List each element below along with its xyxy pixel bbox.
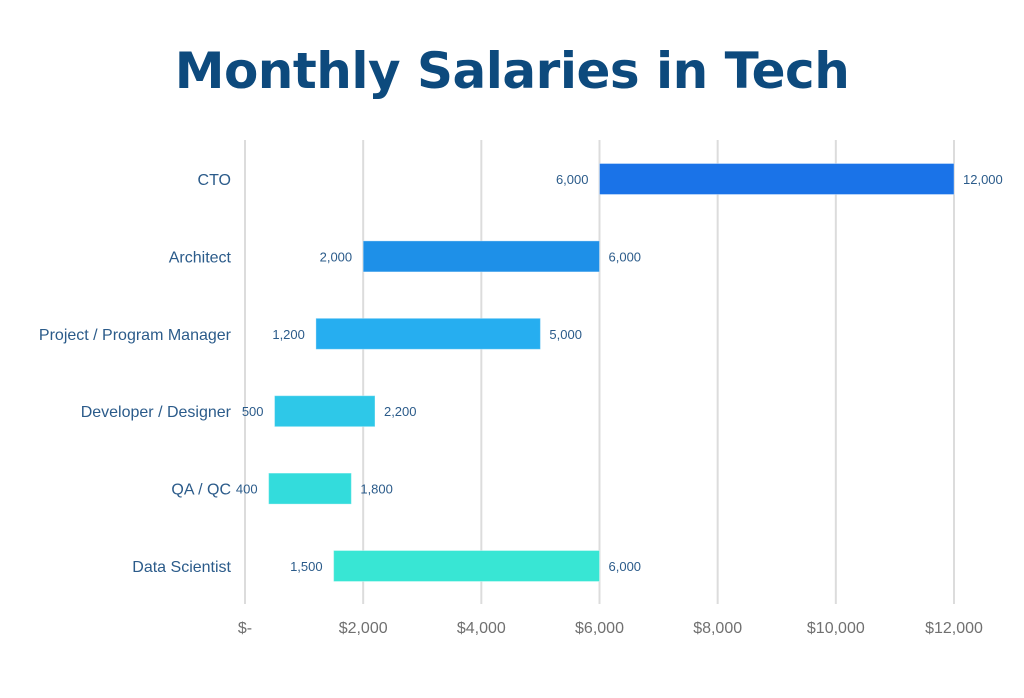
- category-label: QA / QC: [171, 482, 231, 499]
- category-label: Data Scientist: [132, 559, 231, 576]
- x-tick-label: $2,000: [339, 620, 388, 637]
- max-value-label: 2,200: [384, 404, 417, 419]
- min-value-label: 400: [236, 482, 258, 497]
- max-value-label: 5,000: [549, 327, 582, 342]
- x-tick-label: $8,000: [693, 620, 742, 637]
- category-label: Project / Program Manager: [39, 327, 232, 344]
- bars: [268, 163, 955, 582]
- x-tick-label: $-: [238, 620, 252, 637]
- gridlines: [244, 140, 955, 604]
- bar-developer-designer: [274, 395, 376, 428]
- min-value-label: 6,000: [556, 172, 589, 187]
- min-value-label: 500: [242, 404, 264, 419]
- chart-title: Monthly Salaries in Tech: [174, 42, 850, 100]
- x-tick-label: $12,000: [925, 620, 983, 637]
- bar-cto: [599, 163, 955, 195]
- x-tick-label: $4,000: [457, 620, 506, 637]
- max-value-label: 12,000: [963, 172, 1003, 187]
- category-label: Architect: [169, 249, 232, 266]
- min-value-label: 1,500: [290, 559, 323, 574]
- bar-data-scientist: [333, 550, 600, 582]
- category-label: Developer / Designer: [81, 404, 232, 421]
- x-tick-label: $10,000: [807, 620, 865, 637]
- max-value-label: 6,000: [609, 559, 642, 574]
- min-value-label: 2,000: [320, 249, 353, 264]
- max-value-label: 1,800: [360, 482, 393, 497]
- min-value-label: 1,200: [272, 327, 305, 342]
- bar-architect: [362, 240, 600, 273]
- bar-project-program-manager: [315, 317, 541, 350]
- x-tick-label: $6,000: [575, 620, 624, 637]
- category-label: CTO: [198, 172, 231, 189]
- bar-qa-qc: [268, 472, 352, 505]
- max-value-label: 6,000: [609, 249, 642, 264]
- labels: $- $2,000 $4,000 $6,000 $8,000 $10,000 $12,000…: [39, 172, 1003, 637]
